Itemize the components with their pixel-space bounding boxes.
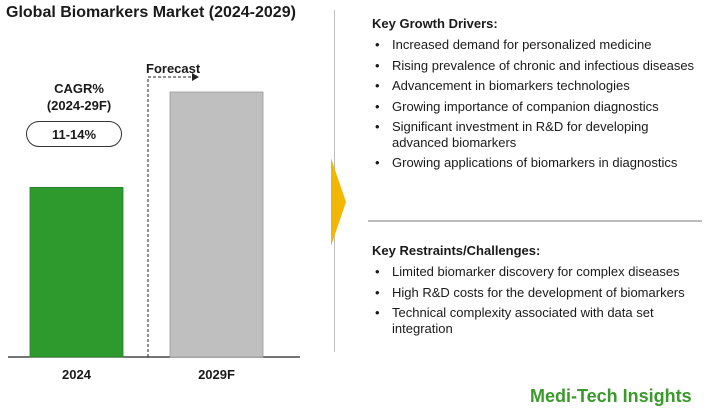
restraint-item-text: High R&D costs for the development of bi… — [392, 284, 685, 300]
growth-driver-item: • Rising prevalence of chronic and infect… — [372, 58, 702, 74]
growth-driver-item: • Increased demand for personalized medic… — [372, 37, 702, 53]
restraints-heading: Key Restraints/Challenges: — [372, 243, 541, 258]
restraint-item: • Technical complexity associated with da… — [372, 305, 702, 336]
growth-drivers-heading: Key Growth Drivers: — [372, 16, 498, 31]
growth-driver-item-text: Advancement in biomarkers technologies — [392, 78, 630, 93]
growth-driver-item-text: Growing applications of biomarkers in di… — [392, 155, 678, 170]
chart-title: Global Biomarkers Market (2024-2029) — [6, 4, 296, 21]
bullet-icon: • — [375, 284, 380, 300]
restraint-item-text: Technical complexity associated with dat… — [392, 305, 654, 336]
growth-driver-item: • Growing importance of companion diagnos… — [372, 99, 702, 115]
growth-driver-item-text: Growing importance of companion diagnost… — [392, 98, 659, 114]
restraint-item: • Limited biomarker discovery for complex… — [372, 264, 702, 280]
growth-driver-item: • Advancement in biomarkers technologies — [372, 78, 702, 94]
growth-drivers-section: Key Growth Drivers: • Increased demand fo… — [372, 16, 702, 176]
bullet-icon: • — [375, 155, 380, 170]
arrowhead-icon — [192, 73, 199, 81]
arrow-right-icon — [331, 158, 346, 246]
bullet-icon: • — [375, 37, 380, 52]
x-tick-label: 2024 — [62, 367, 92, 382]
bullet-icon: • — [375, 78, 380, 93]
growth-drivers-list: • Increased demand for personalized medic… — [372, 37, 702, 171]
bullet-icon: • — [375, 119, 380, 134]
growth-driver-item: • Growing applications of biomarkers in d… — [372, 155, 702, 171]
bar-2024 — [29, 186, 124, 358]
bullet-icon: • — [375, 57, 380, 73]
growth-driver-item-text: Significant investment in R&D for develo… — [392, 119, 649, 150]
x-tick-label: 2029F — [198, 367, 235, 382]
forecast-bracket — [147, 76, 193, 357]
restraint-item-text: Limited biomarker discovery for complex … — [392, 264, 680, 279]
brand-logo-text: Medi-Tech Insights — [530, 386, 692, 406]
bullet-icon: • — [375, 98, 380, 114]
cagr-value-badge: 11-14% — [26, 121, 122, 147]
restraint-item: • High R&D costs for the development of b… — [372, 285, 702, 301]
cagr-label: CAGR% (2024-29F) — [46, 81, 112, 113]
growth-driver-item-text: Increased demand for personalized medici… — [392, 37, 652, 52]
forecast-label: Forecast — [146, 61, 201, 76]
restraints-list: • Limited biomarker discovery for complex… — [372, 264, 702, 336]
bullet-icon: • — [375, 305, 380, 320]
growth-driver-item: • Significant investment in R&D for devel… — [372, 119, 702, 150]
growth-driver-item-text: Rising prevalence of chronic and infecti… — [392, 57, 695, 73]
bar-2029F — [169, 91, 264, 358]
bullet-icon: • — [375, 264, 380, 279]
restraints-section: Key Restraints/Challenges: • Limited biom… — [372, 243, 702, 341]
section-divider — [368, 220, 702, 222]
